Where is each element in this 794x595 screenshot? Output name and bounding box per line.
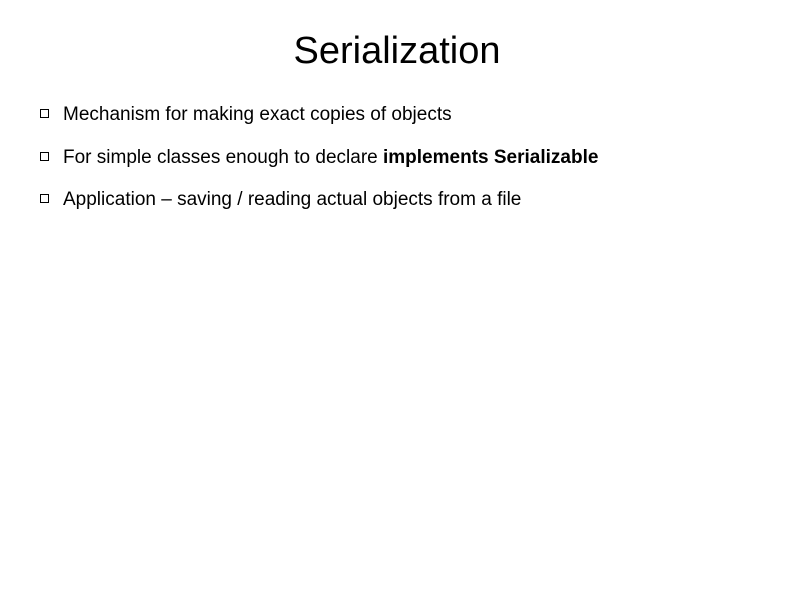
bullet-text: Application – saving / reading actual ob…	[63, 188, 754, 213]
bullet-text: For simple classes enough to declare imp…	[63, 146, 754, 171]
bold-text: implements Serializable	[383, 147, 598, 168]
square-bullet-icon	[40, 194, 49, 203]
square-bullet-icon	[40, 109, 49, 118]
square-bullet-icon	[40, 152, 49, 161]
bullet-list: Mechanism for making exact copies of obj…	[40, 103, 754, 213]
bullet-text: Mechanism for making exact copies of obj…	[63, 103, 754, 128]
bullet-item: For simple classes enough to declare imp…	[40, 146, 754, 171]
bullet-item: Mechanism for making exact copies of obj…	[40, 103, 754, 128]
slide-title: Serialization	[40, 30, 754, 73]
bullet-item: Application – saving / reading actual ob…	[40, 188, 754, 213]
